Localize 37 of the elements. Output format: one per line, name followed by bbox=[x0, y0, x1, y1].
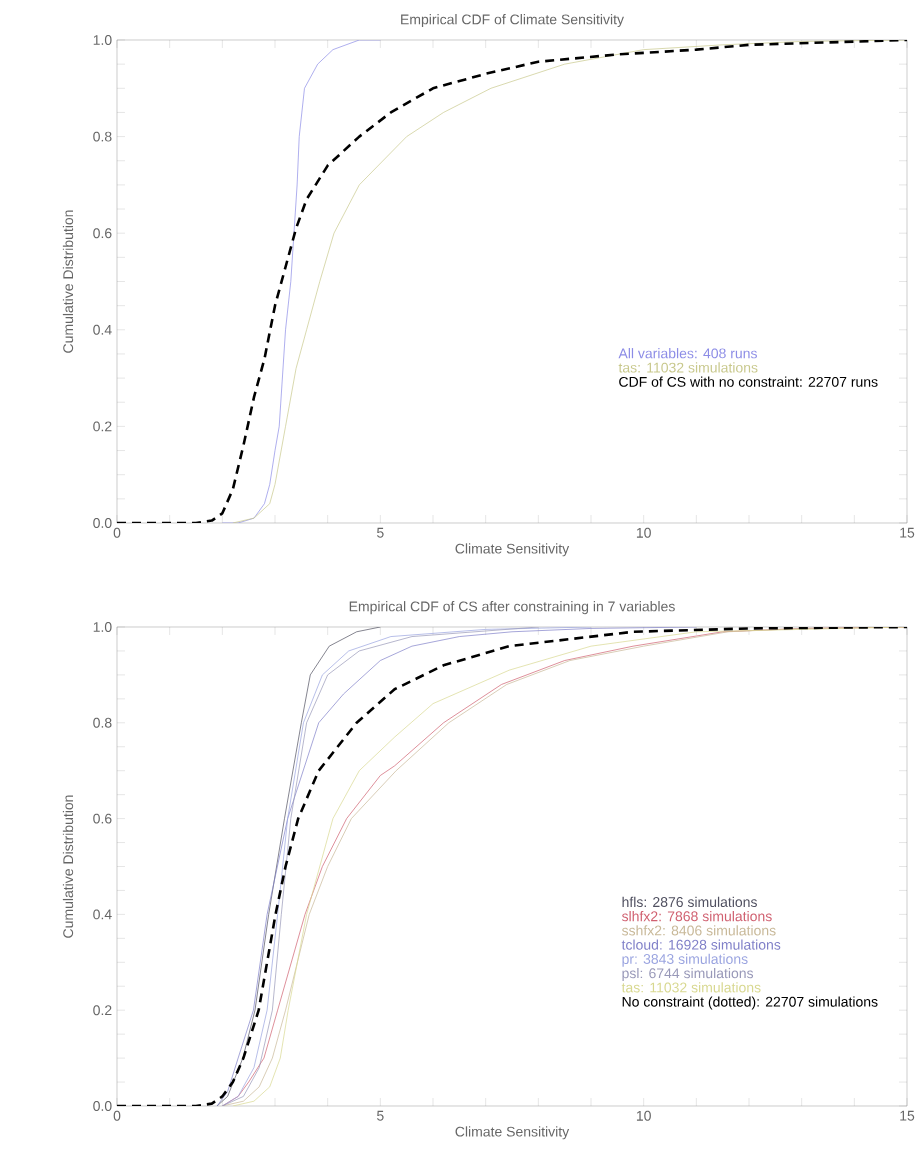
y-tick-label: 0.8 bbox=[93, 131, 112, 142]
y-tick-label: 0.4 bbox=[93, 324, 112, 335]
text: CDF of CS with no constraint: 22707 runs bbox=[619, 376, 878, 387]
y-tick-label: 1.0 bbox=[93, 35, 112, 45]
x-axis-title: Climate Sensitivity bbox=[455, 1126, 570, 1140]
text: slhfx2: 7868 simulations bbox=[621, 910, 772, 922]
y-tick-label: 0.0 bbox=[93, 1101, 112, 1111]
text: No constraint (dotted): 22707 simulations bbox=[622, 996, 878, 1010]
y-tick-label: 0.4 bbox=[93, 909, 112, 920]
x-tick-label: 15 bbox=[900, 527, 915, 538]
x-tick-label: 10 bbox=[636, 527, 651, 538]
x-tick-label: 0 bbox=[113, 527, 121, 538]
y-tick-label: 0.2 bbox=[93, 421, 112, 432]
x-tick-label: 5 bbox=[377, 1110, 384, 1121]
x-tick-label: 15 bbox=[900, 1110, 915, 1121]
chart-title: Empirical CDF of Climate Sensitivity bbox=[401, 14, 624, 28]
y-tick-label: 0.2 bbox=[93, 1005, 112, 1016]
y-tick-label: 0.0 bbox=[93, 518, 112, 528]
x-tick-label: 5 bbox=[377, 527, 384, 538]
y-axis-title: Cumulative Distribution bbox=[62, 210, 74, 353]
y-tick-label: 0.6 bbox=[93, 813, 112, 824]
y-tick-label: 0.6 bbox=[93, 228, 112, 239]
text: All variables: 408 runs bbox=[618, 348, 757, 359]
text: sshfx2: 8406 simulations bbox=[621, 925, 776, 936]
text: hfls: 2876 simulations bbox=[622, 896, 757, 908]
text: tas: 11032 simulations bbox=[621, 982, 761, 993]
x-tick-label: 0 bbox=[113, 1110, 121, 1121]
text: tcloud: 16928 simulations bbox=[621, 939, 781, 950]
text: pr: 3843 simulations bbox=[622, 953, 748, 967]
y-tick-label: 0.8 bbox=[93, 717, 112, 728]
x-tick-label: 10 bbox=[636, 1110, 651, 1121]
x-axis-title: Climate Sensitivity bbox=[455, 543, 570, 557]
chart-title: Empirical CDF of CS after constraining in 7 variables bbox=[349, 601, 675, 615]
text: tas: 11032 simulations bbox=[618, 362, 758, 373]
y-axis-title: Cumulative Distribution bbox=[62, 795, 74, 938]
y-tick-label: 1.0 bbox=[93, 622, 112, 632]
text: psl: 6744 simulations bbox=[622, 967, 754, 981]
